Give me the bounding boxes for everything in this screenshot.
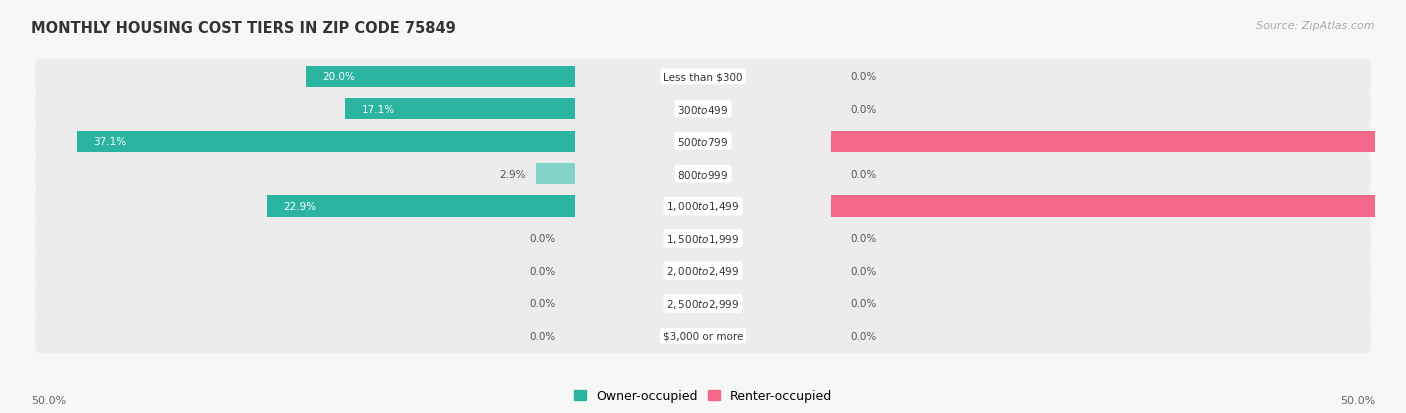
Text: $1,000 to $1,499: $1,000 to $1,499 [666,200,740,213]
Text: 0.0%: 0.0% [529,331,555,341]
Text: 0.0%: 0.0% [851,104,877,114]
FancyBboxPatch shape [35,221,1371,256]
Bar [307,66,575,88]
FancyBboxPatch shape [35,318,1371,354]
Text: 22.9%: 22.9% [284,202,316,211]
Legend: Owner-occupied, Renter-occupied: Owner-occupied, Renter-occupied [568,385,838,408]
Text: $300 to $499: $300 to $499 [678,103,728,115]
Text: 50.0%: 50.0% [31,395,66,405]
Text: 0.0%: 0.0% [529,266,555,276]
Bar [536,164,575,185]
Text: 0.0%: 0.0% [529,234,555,244]
Text: 0.0%: 0.0% [851,299,877,309]
Text: 50.0%: 50.0% [1340,395,1375,405]
Text: Source: ZipAtlas.com: Source: ZipAtlas.com [1257,21,1375,31]
Text: MONTHLY HOUSING COST TIERS IN ZIP CODE 75849: MONTHLY HOUSING COST TIERS IN ZIP CODE 7… [31,21,456,36]
FancyBboxPatch shape [35,59,1371,95]
Text: Less than $300: Less than $300 [664,72,742,82]
Text: 0.0%: 0.0% [529,299,555,309]
Text: 0.0%: 0.0% [851,72,877,82]
FancyBboxPatch shape [35,189,1371,224]
Text: $1,500 to $1,999: $1,500 to $1,999 [666,233,740,245]
Text: $500 to $799: $500 to $799 [678,136,728,148]
Text: 0.0%: 0.0% [851,234,877,244]
Text: $3,000 or more: $3,000 or more [662,331,744,341]
Bar [346,99,575,120]
Text: 0.0%: 0.0% [851,331,877,341]
Text: $2,500 to $2,999: $2,500 to $2,999 [666,297,740,310]
Text: 17.1%: 17.1% [361,104,395,114]
Text: $800 to $999: $800 to $999 [678,168,728,180]
Text: 20.0%: 20.0% [322,72,356,82]
Bar [831,131,1406,152]
Bar [267,196,575,217]
Text: 2.9%: 2.9% [499,169,526,179]
Text: $2,000 to $2,499: $2,000 to $2,499 [666,265,740,278]
FancyBboxPatch shape [35,157,1371,192]
Text: 0.0%: 0.0% [851,266,877,276]
Bar [77,131,575,152]
FancyBboxPatch shape [35,286,1371,321]
FancyBboxPatch shape [35,124,1371,159]
Bar [831,196,1406,217]
Text: 0.0%: 0.0% [851,169,877,179]
Text: 37.1%: 37.1% [93,137,127,147]
FancyBboxPatch shape [35,254,1371,289]
FancyBboxPatch shape [35,92,1371,127]
